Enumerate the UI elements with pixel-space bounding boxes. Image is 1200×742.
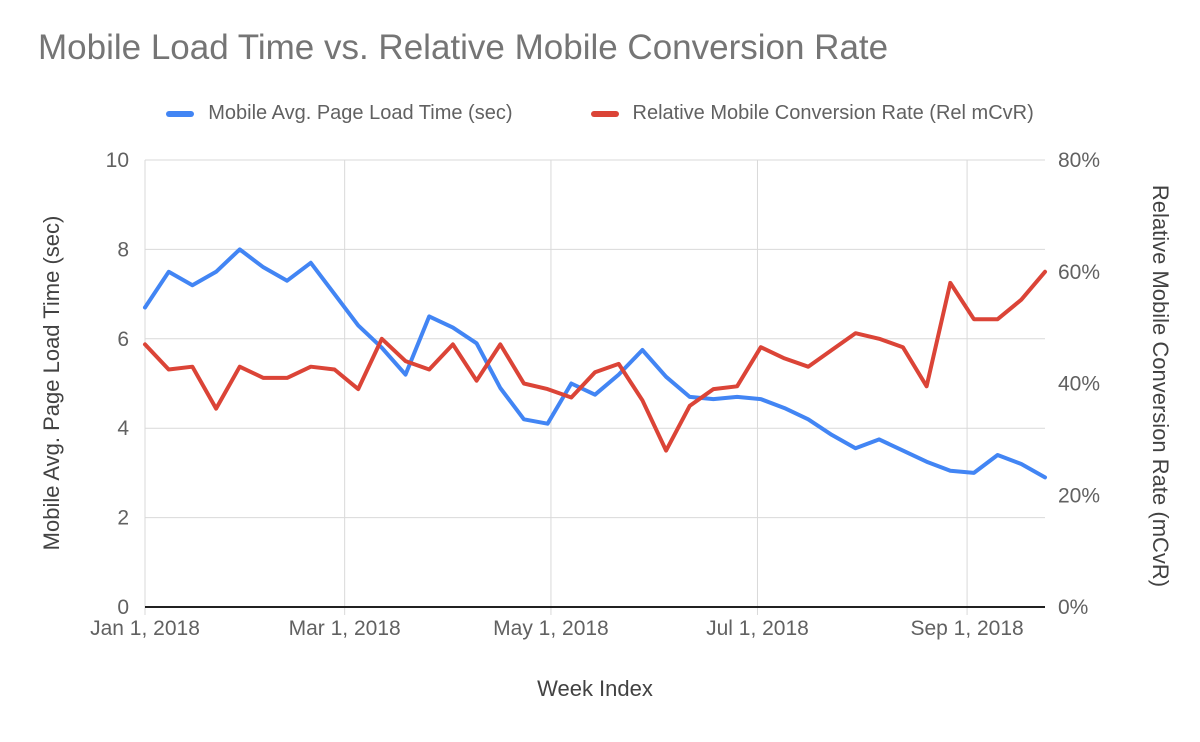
legend: Mobile Avg. Page Load Time (sec) Relativ… bbox=[0, 102, 1200, 125]
legend-swatch-conversion-rate bbox=[590, 110, 619, 117]
left-tick-label: 4 bbox=[117, 417, 129, 440]
left-tick-label: 8 bbox=[117, 238, 129, 261]
legend-swatch-load-time bbox=[166, 110, 195, 117]
series-line-load-time bbox=[143, 247, 1047, 480]
left-tick-label: 6 bbox=[117, 328, 129, 351]
legend-item-load-time: Mobile Avg. Page Load Time (sec) bbox=[166, 102, 513, 125]
right-tick-label: 60% bbox=[1058, 261, 1100, 284]
series-line-conversion-rate bbox=[143, 269, 1047, 453]
left-axis-title: Mobile Avg. Page Load Time (sec) bbox=[39, 215, 64, 551]
right-axis-title: Relative Mobile Conversion Rate (mCvR) bbox=[1148, 184, 1173, 588]
chart-title: Mobile Load Time vs. Relative Mobile Con… bbox=[38, 28, 889, 67]
legend-item-conversion-rate: Relative Mobile Conversion Rate (Rel mCv… bbox=[590, 102, 1034, 125]
legend-label-conversion-rate: Relative Mobile Conversion Rate (Rel mCv… bbox=[632, 102, 1034, 124]
left-tick-label: 10 bbox=[106, 149, 129, 172]
x-axis-title: Week Index bbox=[537, 676, 653, 701]
right-tick-label: 0% bbox=[1058, 596, 1088, 619]
x-tick-label: May 1, 2018 bbox=[493, 617, 609, 640]
right-tick-label: 40% bbox=[1058, 373, 1100, 396]
x-tick-label: Mar 1, 2018 bbox=[289, 617, 401, 640]
x-tick-label: Jul 1, 2018 bbox=[706, 617, 809, 640]
right-tick-label: 80% bbox=[1058, 149, 1100, 172]
x-tick-label: Sep 1, 2018 bbox=[910, 617, 1023, 640]
right-tick-label: 20% bbox=[1058, 484, 1100, 507]
x-tick-label: Jan 1, 2018 bbox=[90, 617, 200, 640]
legend-label-load-time: Mobile Avg. Page Load Time (sec) bbox=[208, 102, 513, 124]
left-tick-label: 0 bbox=[117, 596, 129, 619]
left-tick-label: 2 bbox=[117, 507, 129, 530]
